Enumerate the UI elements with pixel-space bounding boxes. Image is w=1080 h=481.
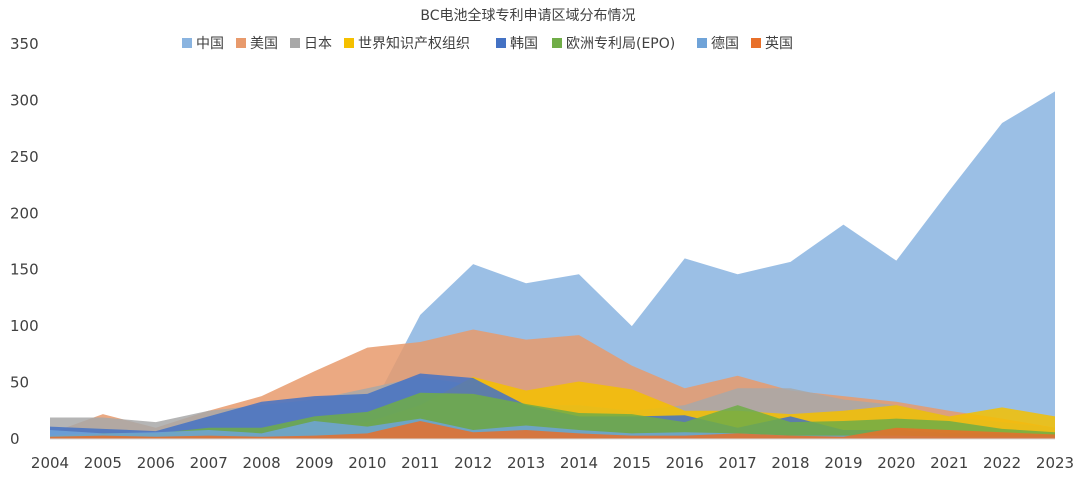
legend-swatch <box>344 38 354 48</box>
legend-swatch <box>182 38 192 48</box>
x-tick-label: 2005 <box>84 454 122 472</box>
legend-swatch <box>552 38 562 48</box>
x-tick-label: 2023 <box>1036 454 1074 472</box>
series-areas <box>50 91 1055 440</box>
legend-label: 世界知识产权组织 <box>358 35 470 52</box>
x-tick-label: 2007 <box>190 454 228 472</box>
x-tick-label: 2020 <box>877 454 915 472</box>
y-tick-label: 0 <box>10 430 20 448</box>
x-tick-label: 2018 <box>771 454 809 472</box>
legend-swatch <box>290 38 300 48</box>
x-tick-label: 2004 <box>31 454 69 472</box>
legend-swatch <box>496 38 506 48</box>
legend-label: 德国 <box>711 36 739 52</box>
x-tick-label: 2019 <box>824 454 862 472</box>
x-tick-label: 2021 <box>930 454 968 472</box>
x-tick-label: 2006 <box>137 454 175 472</box>
y-tick-label: 50 <box>10 374 29 392</box>
chart-title: BC电池全球专利申请区域分布情况 <box>420 7 635 24</box>
legend: 中国 美国 日本 世界知识产权组织 韩国 欧洲专利局(EPO) 德国 英国 <box>182 35 793 52</box>
legend-label: 英国 <box>765 35 793 52</box>
legend-label: 日本 <box>304 36 332 52</box>
x-tick-label: 2012 <box>454 454 492 472</box>
x-tick-label: 2009 <box>295 454 333 472</box>
axes: 0 50 100 150 200 250 300 350 2004 2005 2006 2007 200… <box>10 35 1074 472</box>
y-tick-label: 150 <box>10 261 39 279</box>
x-tick-label: 2011 <box>401 454 439 472</box>
x-tick-label: 2014 <box>560 454 598 472</box>
legend-label: 美国 <box>250 36 278 52</box>
y-tick-label: 350 <box>10 35 39 53</box>
legend-label: 中国 <box>196 36 224 52</box>
legend-label: 欧洲专利局(EPO) <box>566 36 675 52</box>
y-tick-label: 200 <box>10 204 39 222</box>
x-tick-label: 2010 <box>348 454 386 472</box>
series-area-0 <box>50 91 1055 440</box>
series-area-7 <box>50 420 1055 439</box>
y-tick-label: 250 <box>10 148 39 166</box>
legend-swatch <box>751 38 761 48</box>
x-tick-label: 2022 <box>983 454 1021 472</box>
legend-swatch <box>236 38 246 48</box>
y-tick-label: 300 <box>10 91 39 109</box>
y-tick-label: 100 <box>10 317 39 335</box>
x-tick-label: 2013 <box>507 454 545 472</box>
x-tick-label: 2016 <box>666 454 704 472</box>
legend-label: 韩国 <box>510 36 538 52</box>
x-tick-label: 2017 <box>719 454 757 472</box>
legend-swatch <box>697 38 707 48</box>
x-tick-label: 2015 <box>613 454 651 472</box>
x-tick-label: 2008 <box>242 454 280 472</box>
series-area-6 <box>50 418 1055 439</box>
